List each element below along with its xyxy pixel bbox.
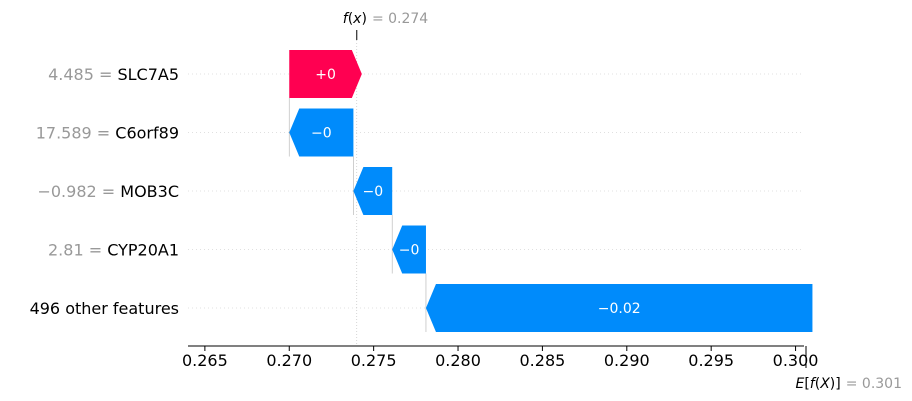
waterfall-bar	[289, 50, 362, 98]
feature-label: 2.81 = CYP20A1	[48, 241, 179, 260]
efx-close2: )	[830, 376, 835, 392]
feature-value: 17.589 =	[36, 124, 116, 143]
feature-name: CYP20A1	[107, 241, 179, 260]
feature-value: −0.982 =	[37, 182, 120, 201]
efx-prefix: E	[795, 376, 804, 392]
efx-close1: ]	[835, 376, 840, 392]
x-tick-label: 0.270	[266, 351, 312, 370]
efx-open1: [	[804, 376, 809, 392]
fx-value: = 0.274	[372, 11, 428, 27]
fx-label: f(x) = 0.274	[343, 11, 429, 27]
feature-name: C6orf89	[115, 124, 179, 143]
x-tick-label: 0.285	[520, 351, 566, 370]
feature-label: −0.982 = MOB3C	[37, 182, 179, 201]
x-tick-label: 0.300	[773, 351, 819, 370]
bar-value-label: −0	[399, 243, 420, 259]
feature-value: 4.485 =	[48, 65, 117, 84]
bar-layer	[289, 50, 813, 332]
efx-var: X	[819, 376, 830, 392]
x-tick-label: 0.275	[351, 351, 397, 370]
x-tick-label: 0.265	[182, 351, 228, 370]
fx-open: (	[348, 11, 353, 27]
feature-name: SLC7A5	[117, 65, 179, 84]
fx-var: x	[352, 11, 362, 27]
feature-name: MOB3C	[120, 182, 179, 201]
x-tick-label: 0.280	[435, 351, 481, 370]
efx-f: f	[810, 376, 817, 392]
bar-value-label: −0	[362, 184, 383, 200]
bar-value-label: +0	[315, 67, 336, 83]
fx-prefix: f	[343, 11, 350, 27]
feature-value: 2.81 =	[48, 241, 107, 260]
fx-close: )	[361, 11, 366, 27]
x-tick-label: 0.295	[688, 351, 734, 370]
label-layer: +0 4.485 = SLC7A5 −0 17.589 = C6orf89 −0 −0.9…	[30, 65, 641, 318]
bar-value-label: −0	[311, 126, 332, 142]
grid-layer	[188, 73, 804, 309]
waterfall-bar	[392, 225, 426, 274]
waterfall-bar	[425, 284, 813, 332]
waterfall-bar	[353, 167, 393, 215]
feature-label: 4.485 = SLC7A5	[48, 65, 179, 84]
efx-open2: (	[815, 376, 820, 392]
x-tick-label: 0.290	[604, 351, 650, 370]
waterfall-bar	[289, 108, 354, 157]
feature-name: 496 other features	[30, 299, 179, 318]
feature-label: 496 other features	[30, 299, 179, 318]
efx-label: E[f(X)] = 0.301	[795, 376, 902, 392]
feature-label: 17.589 = C6orf89	[36, 124, 179, 143]
x-axis-ticks: 0.265 0.270 0.275 0.280 0.285 0.290 0.295 0.300	[182, 346, 818, 370]
efx-value: = 0.301	[846, 376, 902, 392]
bar-value-label: −0.02	[598, 301, 641, 317]
